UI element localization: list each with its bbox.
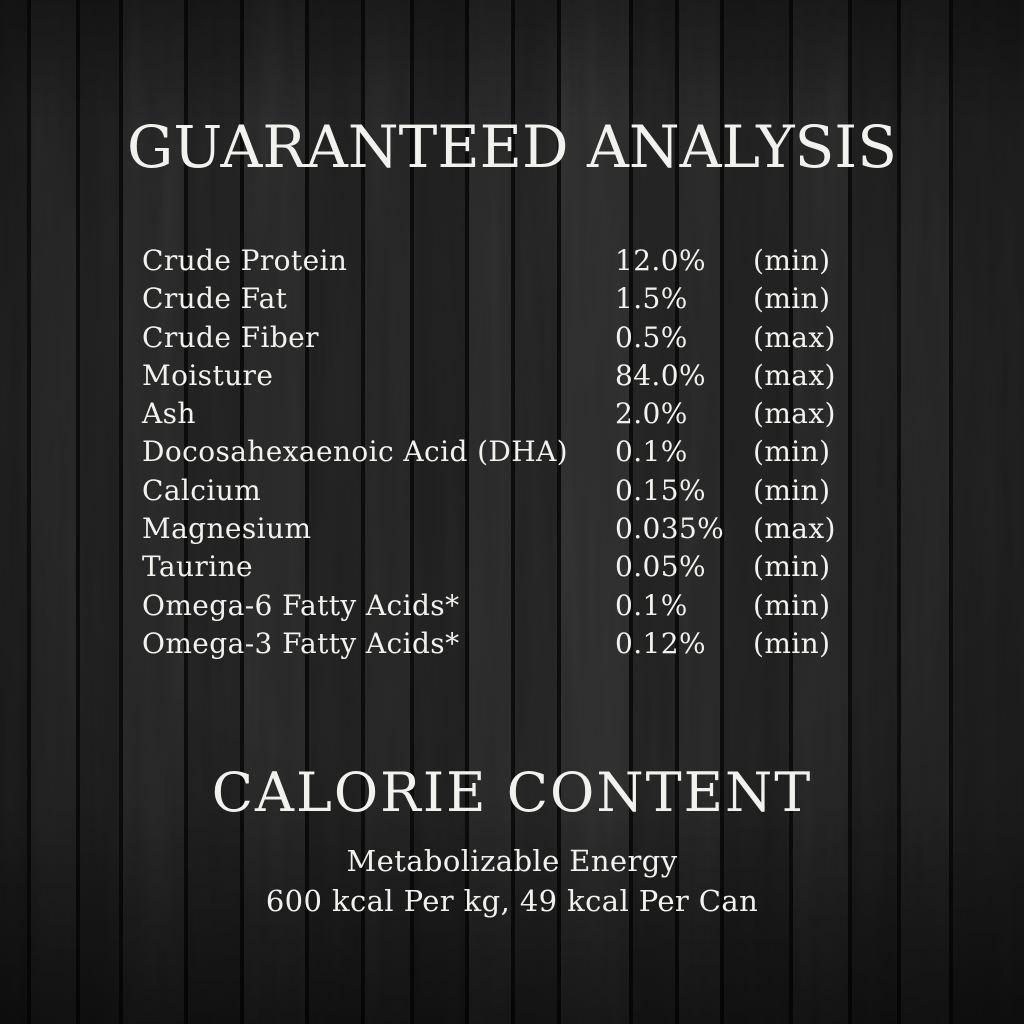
calorie-values-line: 600 kcal Per kg, 49 kcal Per Can xyxy=(265,884,759,918)
nutrient-value: 1.5% xyxy=(615,282,688,316)
analysis-row: Crude Protein 12.0% (min) xyxy=(142,242,887,280)
analysis-row: Taurine 0.05% (min) xyxy=(142,548,887,586)
analysis-row: Crude Fat 1.5% (min) xyxy=(142,280,887,318)
nutrient-value: 2.0% xyxy=(615,397,688,431)
nutrient-value: 0.1% xyxy=(615,435,688,469)
nutrient-name: Docosahexaenoic Acid (DHA) xyxy=(142,435,569,469)
nutrient-basis: (min) xyxy=(753,244,831,277)
nutrient-basis: (max) xyxy=(753,397,836,431)
analysis-row: Omega-6 Fatty Acids* 0.1% (min) xyxy=(142,587,887,625)
nutrient-basis: (min) xyxy=(753,550,831,584)
nutrient-basis: (min) xyxy=(753,473,831,507)
nutrient-basis: (min) xyxy=(753,435,831,469)
nutrient-value: 0.1% xyxy=(615,588,688,622)
nutrient-value: 0.12% xyxy=(615,626,706,660)
calorie-content-details: Metabolizable Energy 600 kcal Per kg, 49… xyxy=(0,841,1024,921)
metabolizable-energy-line: Metabolizable Energy xyxy=(346,844,678,878)
nutrient-name: Crude Protein xyxy=(142,244,348,277)
nutrient-basis: (max) xyxy=(753,320,836,354)
nutrient-name: Calcium xyxy=(142,473,262,507)
nutrient-name: Magnesium xyxy=(142,512,312,546)
analysis-row: Ash 2.0% (max) xyxy=(142,395,887,433)
nutrient-name: Ash xyxy=(142,397,196,431)
nutrient-value: 12.0% xyxy=(615,244,706,277)
nutrient-name: Omega-6 Fatty Acids* xyxy=(142,588,460,622)
analysis-row: Docosahexaenoic Acid (DHA) 0.1% (min) xyxy=(142,433,887,471)
analysis-row: Moisture 84.0% (max) xyxy=(142,357,887,395)
nutrient-name: Crude Fat xyxy=(142,282,288,316)
nutrient-name: Moisture xyxy=(142,358,274,392)
nutrient-value: 84.0% xyxy=(615,358,706,392)
nutrient-basis: (min) xyxy=(753,626,831,660)
nutrient-basis: (max) xyxy=(753,358,836,392)
guaranteed-analysis-title: GUARANTEED ANALYSIS xyxy=(127,113,897,181)
analysis-row: Omega-3 Fatty Acids* 0.12% (min) xyxy=(142,625,887,663)
nutrient-value: 0.035% xyxy=(615,512,725,546)
nutrient-name: Omega-3 Fatty Acids* xyxy=(142,626,460,660)
nutrient-value: 0.5% xyxy=(615,320,688,354)
calorie-content-title: CALORIE CONTENT xyxy=(211,761,813,824)
nutrient-value: 0.05% xyxy=(615,550,706,584)
nutrient-basis: (min) xyxy=(753,588,831,622)
nutrient-basis: (max) xyxy=(753,512,836,546)
nutrient-name: Crude Fiber xyxy=(142,320,319,354)
analysis-row: Crude Fiber 0.5% (max) xyxy=(142,319,887,357)
guaranteed-analysis-table: Crude Protein 12.0% (min) Crude Fat 1.5%… xyxy=(142,242,887,663)
analysis-row: Magnesium 0.035% (max) xyxy=(142,510,887,548)
analysis-row: Calcium 0.15% (min) xyxy=(142,472,887,510)
nutrient-name: Taurine xyxy=(142,550,253,584)
nutrient-basis: (min) xyxy=(753,282,831,316)
nutrient-value: 0.15% xyxy=(615,473,706,507)
